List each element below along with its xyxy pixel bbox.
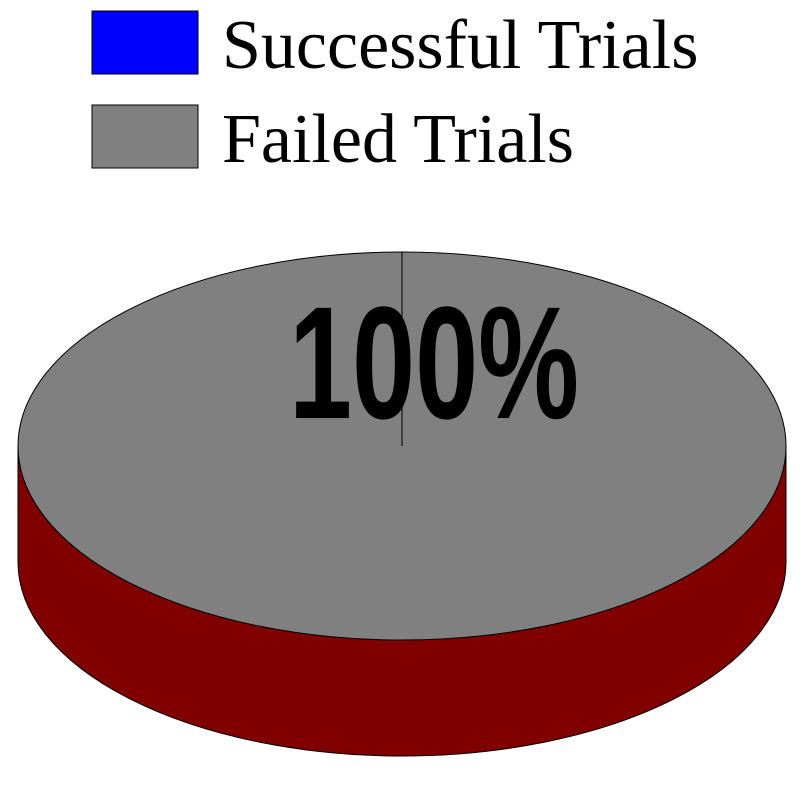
legend-label-0: Successful Trials	[222, 7, 698, 84]
chart-legend: Successful Trials Failed Trials	[91, 7, 698, 178]
data-label-1: 100%	[289, 273, 579, 452]
pie-plot-area: 100%	[17, 251, 787, 757]
legend-label-1: Failed Trials	[222, 101, 574, 178]
legend-swatch-0	[91, 10, 199, 75]
legend-swatch-1	[91, 104, 199, 169]
